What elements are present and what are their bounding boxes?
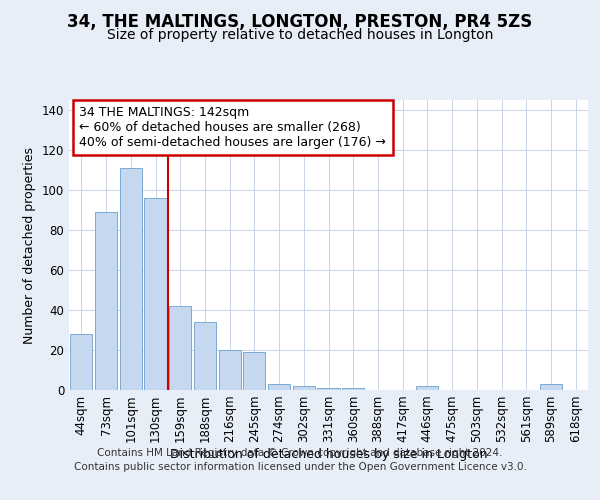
Y-axis label: Number of detached properties: Number of detached properties bbox=[23, 146, 36, 344]
Bar bbox=[194, 322, 216, 390]
Bar bbox=[145, 198, 167, 390]
X-axis label: Distribution of detached houses by size in Longton: Distribution of detached houses by size … bbox=[170, 448, 487, 461]
Bar bbox=[342, 388, 364, 390]
Bar bbox=[169, 306, 191, 390]
Text: Contains HM Land Registry data © Crown copyright and database right 2024.: Contains HM Land Registry data © Crown c… bbox=[97, 448, 503, 458]
Bar bbox=[268, 384, 290, 390]
Bar bbox=[540, 384, 562, 390]
Text: 34 THE MALTINGS: 142sqm
← 60% of detached houses are smaller (268)
40% of semi-d: 34 THE MALTINGS: 142sqm ← 60% of detache… bbox=[79, 106, 386, 149]
Bar bbox=[218, 350, 241, 390]
Bar bbox=[416, 386, 439, 390]
Bar bbox=[95, 212, 117, 390]
Bar bbox=[317, 388, 340, 390]
Bar bbox=[293, 386, 315, 390]
Bar bbox=[119, 168, 142, 390]
Bar bbox=[243, 352, 265, 390]
Text: Contains public sector information licensed under the Open Government Licence v3: Contains public sector information licen… bbox=[74, 462, 526, 472]
Text: 34, THE MALTINGS, LONGTON, PRESTON, PR4 5ZS: 34, THE MALTINGS, LONGTON, PRESTON, PR4 … bbox=[67, 12, 533, 30]
Text: Size of property relative to detached houses in Longton: Size of property relative to detached ho… bbox=[107, 28, 493, 42]
Bar bbox=[70, 334, 92, 390]
